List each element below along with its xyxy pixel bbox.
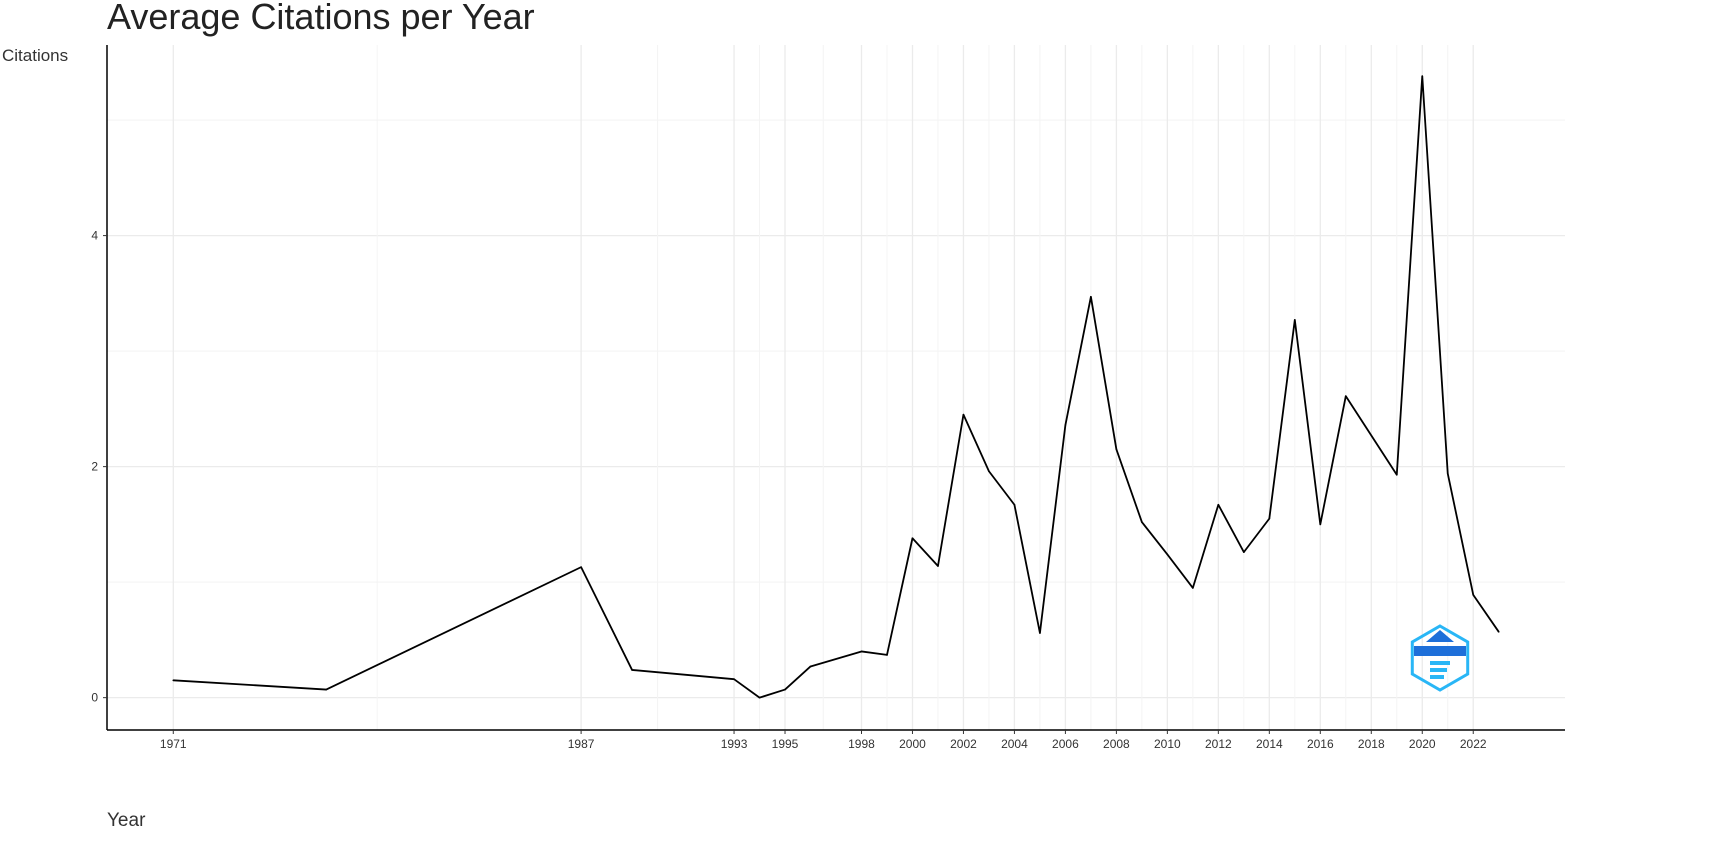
x-tick-label: 2006 (1052, 737, 1079, 751)
x-tick-label: 2016 (1307, 737, 1334, 751)
data-point (1090, 296, 1092, 298)
logo-band (1414, 646, 1466, 656)
data-point (1319, 523, 1322, 526)
x-tick-label: 1971 (160, 737, 187, 751)
y-tick-label: 4 (91, 229, 98, 243)
data-point (580, 566, 582, 568)
data-point (1064, 424, 1067, 426)
x-tick-label: 1995 (772, 737, 799, 751)
logo-hexagon (1410, 624, 1470, 692)
x-tick-label: 2008 (1103, 737, 1130, 751)
x-tick-label: 2012 (1205, 737, 1232, 751)
data-point (1217, 503, 1220, 506)
data-point (1421, 75, 1424, 77)
data-point (809, 665, 812, 668)
y-tick-label: 2 (91, 460, 98, 474)
data-point (1013, 503, 1016, 506)
x-tick-label: 1993 (721, 737, 748, 751)
x-tick-label: 2014 (1256, 737, 1283, 751)
logo-bar (1430, 675, 1444, 679)
x-tick-label: 1987 (568, 737, 595, 751)
data-point (1192, 587, 1194, 589)
bibliometrix-logo (1410, 624, 1470, 692)
data-point (758, 696, 761, 699)
logo-roof (1426, 630, 1454, 642)
x-axis-label: Year (107, 810, 146, 831)
y-tick-label: 0 (91, 691, 98, 705)
x-tick-label: 2002 (950, 737, 977, 751)
data-point (784, 688, 786, 691)
data-point (886, 654, 888, 656)
series-line (173, 75, 1500, 699)
data-point (1344, 395, 1347, 397)
data-point (1472, 594, 1475, 596)
x-tick-label: 2004 (1001, 737, 1028, 751)
data-point (172, 679, 175, 682)
data-point (1268, 517, 1271, 520)
data-point (733, 678, 735, 680)
y-axis-label: Citations (2, 46, 69, 65)
chart-title: Average Citations per Year (107, 0, 535, 37)
data-point (1141, 521, 1143, 523)
data-point (1294, 319, 1296, 321)
x-tick-label: 2000 (899, 737, 926, 751)
x-tick-label: 2018 (1358, 737, 1385, 751)
data-point (1446, 472, 1449, 475)
data-point (1166, 553, 1169, 556)
logo-bar (1430, 661, 1450, 665)
logo-bar (1430, 668, 1447, 672)
x-tick-label: 2022 (1460, 737, 1487, 751)
x-tick-label: 2010 (1154, 737, 1181, 751)
data-point (1115, 448, 1118, 451)
data-point (860, 650, 863, 653)
data-point (1039, 632, 1041, 634)
data-point (988, 470, 990, 473)
data-point (631, 669, 633, 671)
data-point (911, 537, 914, 540)
data-point (937, 565, 939, 567)
data-point (962, 413, 965, 416)
data-point (1497, 631, 1500, 633)
data-point (325, 688, 328, 691)
data-point (1243, 551, 1245, 553)
data-point (1395, 473, 1398, 476)
x-tick-label: 1998 (848, 737, 875, 751)
x-tick-label: 2020 (1409, 737, 1436, 751)
